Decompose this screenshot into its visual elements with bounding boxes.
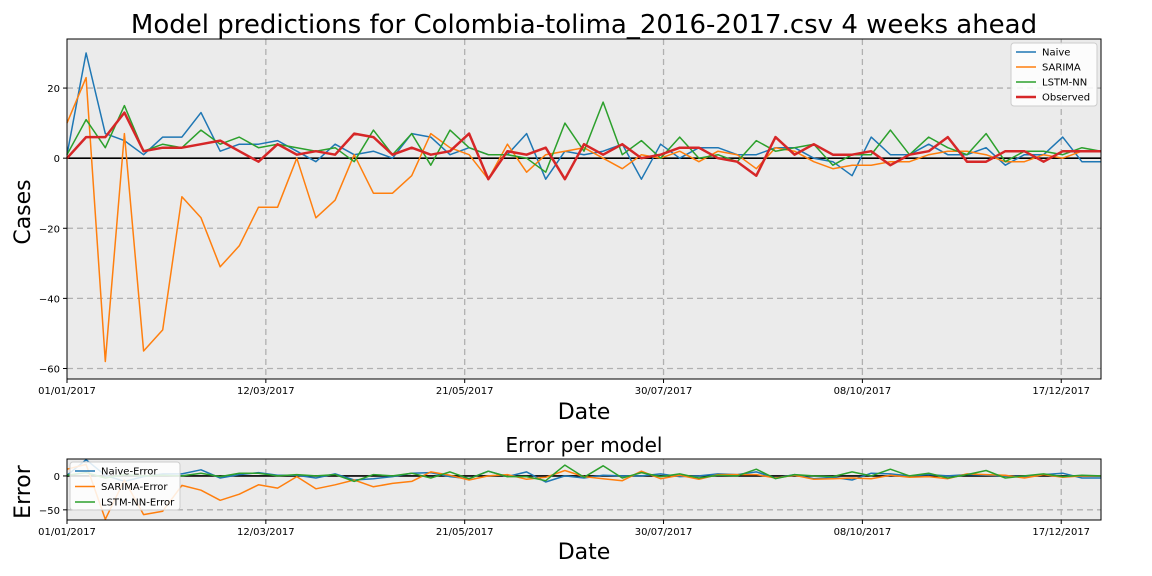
y-tick-label: 0 [54,472,60,483]
legend-label: SARIMA [1042,63,1081,74]
main-grid [67,39,1101,379]
error-grid [67,459,1101,520]
series-line-lstm-nn [66,101,1102,173]
series-line-sarima [66,76,1101,363]
x-tick-label: 30/07/2017 [635,386,693,397]
error-legend: Naive-Error SARIMA-Error LSTM-NN-Error [69,461,181,511]
main-y-axis-label: Cases [11,179,36,244]
main-x-axis-label: Date [558,400,611,425]
error-x-axis-label: Date [558,540,611,565]
x-tick-label: 21/05/2017 [436,386,494,397]
main-plot-area [67,39,1101,379]
series-line-lstm-nn-error [66,464,1102,483]
legend-label: LSTM-NN [1042,78,1087,89]
y-tick-label: −40 [39,294,60,305]
error-y-axis-label: Error [11,464,36,519]
error-series-lines [66,458,1102,521]
x-tick-label: 12/03/2017 [237,386,295,397]
legend-box [69,461,181,511]
error-plot-area [67,459,1101,520]
x-tick-label: 21/05/2017 [436,527,494,538]
series-line-observed [66,111,1101,181]
legend-label: Naive-Error [101,467,158,478]
axes-frame [66,38,1102,380]
y-tick-label: 20 [47,84,60,95]
error-chart-title: Error per model [506,433,663,457]
y-tick-label: −60 [39,364,60,375]
x-tick-label: 08/10/2017 [834,527,892,538]
legend-label: LSTM-NN-Error [101,498,175,509]
x-tick-label: 01/01/2017 [38,386,96,397]
x-tick-label: 17/12/2017 [1032,386,1090,397]
axes-frame [66,458,1102,521]
x-tick-label: 08/10/2017 [834,386,892,397]
legend-label: Naive [1042,48,1070,59]
series-line-naive [66,52,1101,180]
y-tick-label: −50 [39,506,60,517]
legend-box [1010,42,1098,107]
legend-label: Observed [1042,93,1090,104]
legend-label: SARIMA-Error [101,482,168,493]
x-tick-label: 12/03/2017 [237,527,295,538]
main-series-lines [66,52,1102,363]
main-legend: Naive SARIMA LSTM-NN Observed [1010,42,1098,107]
y-tick-label: 0 [54,154,60,165]
error-axes: 01/01/2017 12/03/2017 21/05/2017 30/07/2017… [38,458,1102,538]
x-tick-label: 30/07/2017 [635,527,693,538]
x-tick-label: 01/01/2017 [38,527,96,538]
x-tick-label: 17/12/2017 [1032,527,1090,538]
main-axes: 01/01/2017 12/03/2017 21/05/2017 30/07/2017… [38,38,1102,397]
y-tick-label: −20 [39,224,60,235]
main-chart-title: Model predictions for Colombia-tolima_20… [131,10,1037,40]
